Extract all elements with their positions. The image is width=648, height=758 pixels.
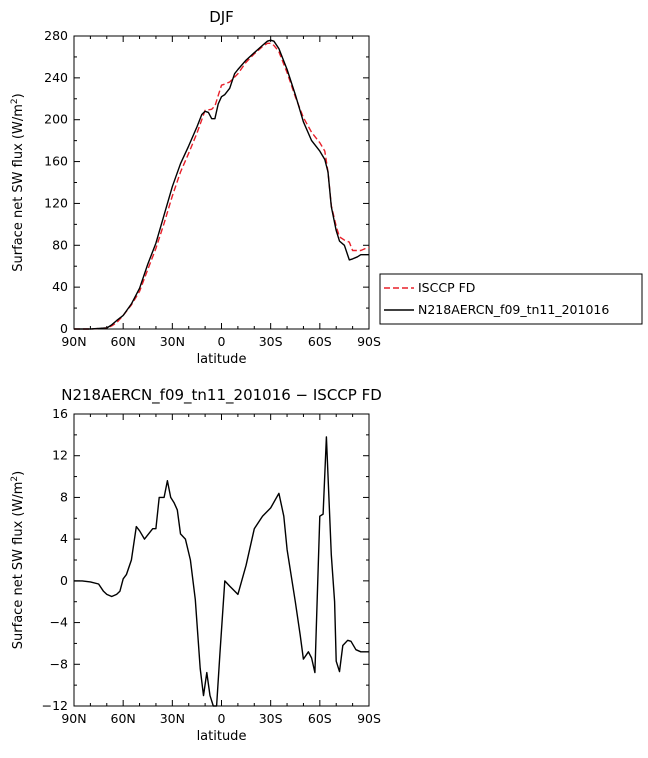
y-tick-label: 0 bbox=[60, 321, 68, 336]
x-tick-label: 90N bbox=[61, 334, 86, 349]
legend-box bbox=[379, 273, 643, 325]
chart-panel-1: DJF 90N 60N 30N 0 30S 60S 90S 0 40 80 120 160 200 240 2… bbox=[10, 8, 643, 367]
y-tick-label: 240 bbox=[44, 70, 68, 85]
y-tick-label: 200 bbox=[44, 112, 68, 127]
y-tick-label: 160 bbox=[44, 154, 68, 169]
x-tick-label: 30S bbox=[259, 334, 283, 349]
x-axis-label: latitude bbox=[197, 352, 247, 367]
y-axis-label-end: ) bbox=[11, 471, 26, 476]
x-tick-label: 30N bbox=[160, 334, 185, 349]
y-tick-label: 16 bbox=[52, 406, 68, 421]
x-tick-label: 90N bbox=[61, 711, 86, 726]
x-tick-label: 30N bbox=[160, 711, 185, 726]
x-tick-label: 60N bbox=[111, 334, 136, 349]
chart-title: DJF bbox=[209, 8, 234, 26]
y-axis-label-superscript: 2 bbox=[10, 98, 20, 104]
y-tick-label: 12 bbox=[52, 448, 68, 463]
y-tick-label: −4 bbox=[50, 615, 68, 630]
plot-frame bbox=[73, 35, 370, 330]
y-tick-label: 120 bbox=[44, 195, 68, 210]
y-axis-label-superscript: 2 bbox=[10, 476, 20, 482]
y-axis-label-text: Surface net SW flux (W/m bbox=[11, 482, 26, 650]
x-tick-label: 0 bbox=[218, 711, 226, 726]
y-tick-label: 280 bbox=[44, 28, 68, 43]
x-axis-label: latitude bbox=[197, 729, 247, 744]
y-tick-label: 0 bbox=[60, 573, 68, 588]
y-axis-label: Surface net SW flux (W/m2) bbox=[10, 93, 26, 271]
y-tick-label: 8 bbox=[60, 489, 68, 504]
series-line-1 bbox=[74, 42, 370, 330]
x-tick-label: 90S bbox=[357, 711, 381, 726]
y-axis-label-text: Surface net SW flux (W/m bbox=[11, 104, 26, 272]
x-tick-label: 0 bbox=[218, 334, 226, 349]
x-tick-label: 60S bbox=[308, 711, 332, 726]
x-tick-label: 60N bbox=[111, 711, 136, 726]
series-line-1 bbox=[74, 436, 369, 707]
y-tick-label: −8 bbox=[50, 656, 68, 671]
y-tick-label: −12 bbox=[42, 698, 68, 713]
legend-entry: N218AERCN_f09_tn11_201016 bbox=[418, 302, 609, 317]
chart-title: N218AERCN_f09_tn11_201016 − ISCCP FD bbox=[61, 386, 382, 405]
x-tick-label: 60S bbox=[308, 334, 332, 349]
legend-entry: ISCCP FD bbox=[418, 280, 475, 295]
plot-frame bbox=[73, 413, 370, 707]
y-axis-label-end: ) bbox=[11, 93, 26, 98]
x-tick-label: 90S bbox=[357, 334, 381, 349]
legend: ISCCP FD N218AERCN_f09_tn11_201016 bbox=[379, 273, 643, 325]
y-tick-label: 4 bbox=[60, 531, 68, 546]
x-tick-label: 30S bbox=[259, 711, 283, 726]
series-line-2 bbox=[74, 39, 369, 330]
y-tick-label: 80 bbox=[52, 237, 68, 252]
chart-panel-2: N218AERCN_f09_tn11_201016 − ISCCP FD 90N 6… bbox=[10, 386, 382, 744]
y-tick-label: 40 bbox=[52, 279, 68, 294]
y-axis-label: Surface net SW flux (W/m2) bbox=[10, 471, 26, 649]
